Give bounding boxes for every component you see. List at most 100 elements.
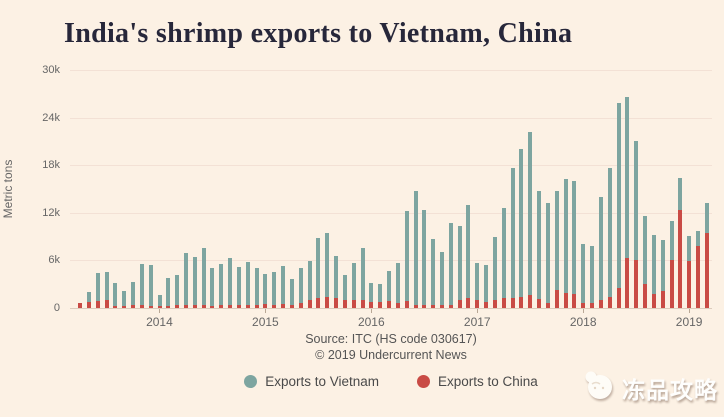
bar-china	[245, 304, 250, 308]
bar-vietnam	[175, 274, 180, 308]
bar-china	[634, 260, 639, 308]
bar-china	[113, 306, 118, 308]
bar-china	[263, 304, 268, 308]
chart-title: India's shrimp exports to Vietnam, China	[64, 18, 573, 49]
bar-china	[696, 246, 700, 308]
bar-china	[387, 301, 391, 308]
bar-vietnam	[263, 273, 268, 308]
bar-vietnam	[360, 247, 365, 308]
bar-china	[272, 304, 277, 308]
bar-vietnam	[395, 262, 400, 308]
y-tick-label: 6k	[48, 254, 60, 267]
bar-vietnam	[95, 273, 100, 308]
bar-vietnam	[422, 210, 427, 308]
bar-china	[166, 306, 171, 308]
y-tick-label: 0	[53, 302, 60, 314]
gridline-0	[70, 308, 712, 309]
x-tick	[159, 309, 161, 313]
bar-vietnam	[342, 275, 347, 308]
legend-item-china[interactable]: Exports to China	[417, 374, 538, 389]
bar-china	[307, 300, 312, 308]
bar-china	[175, 305, 180, 308]
bar-china	[192, 305, 197, 308]
bar-vietnam	[590, 246, 594, 308]
bar-vietnam	[113, 283, 118, 308]
bar-vietnam	[404, 211, 409, 308]
x-tick	[265, 309, 267, 313]
bar-vietnam	[660, 239, 665, 308]
bar-vietnam	[139, 264, 144, 308]
x-tick-label: 2018	[569, 315, 597, 329]
y-tick-label: 30k	[42, 64, 60, 76]
bar-vietnam	[307, 261, 312, 308]
bar-vietnam	[192, 257, 197, 308]
china-legend-dot-icon	[417, 375, 430, 388]
bar-china	[78, 302, 82, 308]
bar-vietnam	[643, 215, 647, 308]
bar-china	[236, 305, 241, 308]
bar-china	[316, 298, 321, 308]
bar-vietnam	[201, 247, 206, 308]
bar-vietnam	[219, 263, 224, 308]
bar-china	[448, 305, 453, 308]
bar-china	[183, 305, 188, 308]
bar-vietnam	[545, 203, 550, 308]
bar-vietnam	[228, 258, 233, 308]
bar-china	[254, 305, 259, 308]
bar-vietnam	[537, 191, 542, 308]
bar-vietnam	[572, 181, 577, 308]
bar-china	[457, 300, 462, 308]
bar-vietnam	[122, 291, 127, 308]
bar-china	[598, 300, 603, 308]
bar-vietnam	[563, 178, 568, 308]
bar-vietnam	[369, 282, 374, 308]
bar-vietnam	[519, 149, 524, 308]
x-tick	[371, 309, 373, 313]
bar-china	[122, 306, 127, 308]
bar-vietnam	[625, 96, 630, 308]
bar-vietnam	[431, 238, 436, 308]
bar-china	[519, 297, 524, 308]
bar-vietnam	[157, 295, 162, 308]
bar-vietnam	[581, 243, 586, 308]
bar-china	[298, 303, 303, 308]
bar-vietnam	[466, 204, 471, 308]
bar-vietnam	[554, 190, 559, 308]
bar-china	[545, 303, 550, 308]
bar-china	[404, 301, 409, 308]
bar-china	[581, 303, 586, 308]
bar-vietnam	[272, 271, 277, 308]
watermark-text: 冻品攻略	[622, 376, 718, 403]
bar-vietnam	[281, 265, 285, 308]
bar-china	[228, 304, 233, 308]
x-tick	[477, 309, 479, 313]
bar-vietnam	[387, 270, 391, 308]
bar-china	[475, 300, 480, 308]
gridline-24k	[70, 117, 712, 119]
bar-china	[572, 293, 577, 308]
bar-china	[369, 302, 374, 308]
bar-vietnam	[651, 235, 656, 308]
legend-label-vietnam: Exports to Vietnam	[265, 374, 379, 389]
y-tick-label: 12k	[42, 206, 60, 219]
bar-china	[157, 306, 162, 308]
bar-china	[219, 305, 224, 308]
bar-china	[431, 305, 436, 308]
bar-vietnam	[457, 226, 462, 308]
bar-china	[210, 306, 215, 308]
bar-vietnam	[351, 262, 356, 308]
bar-china	[563, 292, 568, 308]
bar-vietnam	[298, 267, 303, 308]
bar-vietnam	[183, 253, 188, 308]
bar-china	[148, 306, 153, 308]
x-tick-label: 2019	[675, 315, 703, 329]
bar-china	[510, 297, 515, 308]
bar-china	[643, 284, 647, 308]
x-tick-label: 2016	[357, 315, 385, 329]
x-tick-label: 2017	[463, 315, 491, 329]
bar-china	[625, 258, 630, 308]
bar-china	[201, 304, 206, 308]
bar-china	[95, 300, 100, 308]
legend-item-vietnam[interactable]: Exports to Vietnam	[244, 374, 379, 389]
gridline-6k	[70, 260, 712, 262]
